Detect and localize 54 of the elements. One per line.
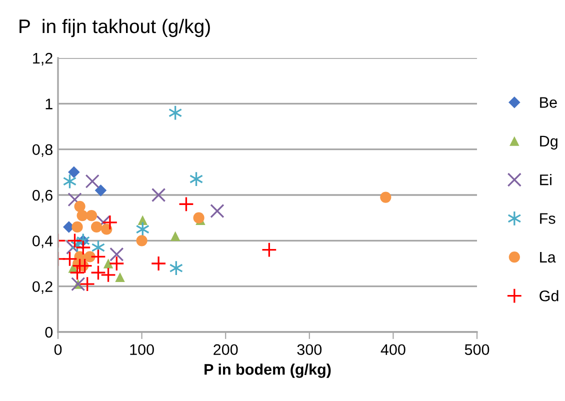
point xyxy=(193,212,204,224)
point xyxy=(90,221,102,233)
x-tick-label: 500 xyxy=(464,344,490,356)
x-tick-label: 200 xyxy=(214,344,238,356)
point xyxy=(150,256,166,272)
y-tick-label: 0,2 xyxy=(32,281,52,294)
point xyxy=(74,200,86,212)
legend-label: Fs xyxy=(540,213,556,224)
point xyxy=(170,231,180,241)
point xyxy=(84,251,96,262)
point xyxy=(76,210,88,222)
point xyxy=(68,192,82,207)
point xyxy=(103,258,114,268)
point xyxy=(102,214,118,230)
point xyxy=(90,264,106,280)
y-tick-label: 0,4 xyxy=(32,236,53,248)
legend-label: La xyxy=(540,252,556,263)
point xyxy=(108,256,124,272)
point xyxy=(85,174,100,188)
legend-label: Ei xyxy=(540,174,552,186)
x-axis-title: P in bodem (g/kg) xyxy=(204,364,331,378)
x-tick-label: 0 xyxy=(54,344,62,356)
y-axis-title: P in fijn takhout (g/kg) xyxy=(20,18,210,38)
point xyxy=(71,276,86,292)
y-tick-label: 0,8 xyxy=(32,144,52,157)
point xyxy=(94,184,107,196)
point xyxy=(210,204,224,218)
y-tick-label: 0,6 xyxy=(32,190,52,202)
point xyxy=(72,221,83,233)
x-tick-label: 400 xyxy=(380,344,406,356)
point xyxy=(138,215,148,225)
x-tick-label: 100 xyxy=(130,344,154,356)
point xyxy=(380,192,392,203)
point xyxy=(80,276,96,292)
point xyxy=(178,196,194,212)
y-tick-label: 1 xyxy=(46,98,52,110)
point xyxy=(86,210,98,222)
point xyxy=(115,272,125,282)
point xyxy=(261,242,277,258)
point xyxy=(100,267,116,283)
legend-label: Dg xyxy=(540,136,558,150)
point xyxy=(62,251,78,267)
legend-label: Gd xyxy=(540,290,558,302)
point xyxy=(68,166,80,178)
point xyxy=(90,248,106,264)
x-tick-label: 300 xyxy=(297,344,322,356)
y-tick-label: 0 xyxy=(45,326,53,338)
point xyxy=(136,235,148,246)
point xyxy=(66,232,83,248)
y-tick-label: 1,2 xyxy=(33,52,52,66)
point xyxy=(110,247,124,262)
legend-label: Be xyxy=(540,97,557,108)
point xyxy=(151,188,166,202)
point xyxy=(75,240,91,256)
